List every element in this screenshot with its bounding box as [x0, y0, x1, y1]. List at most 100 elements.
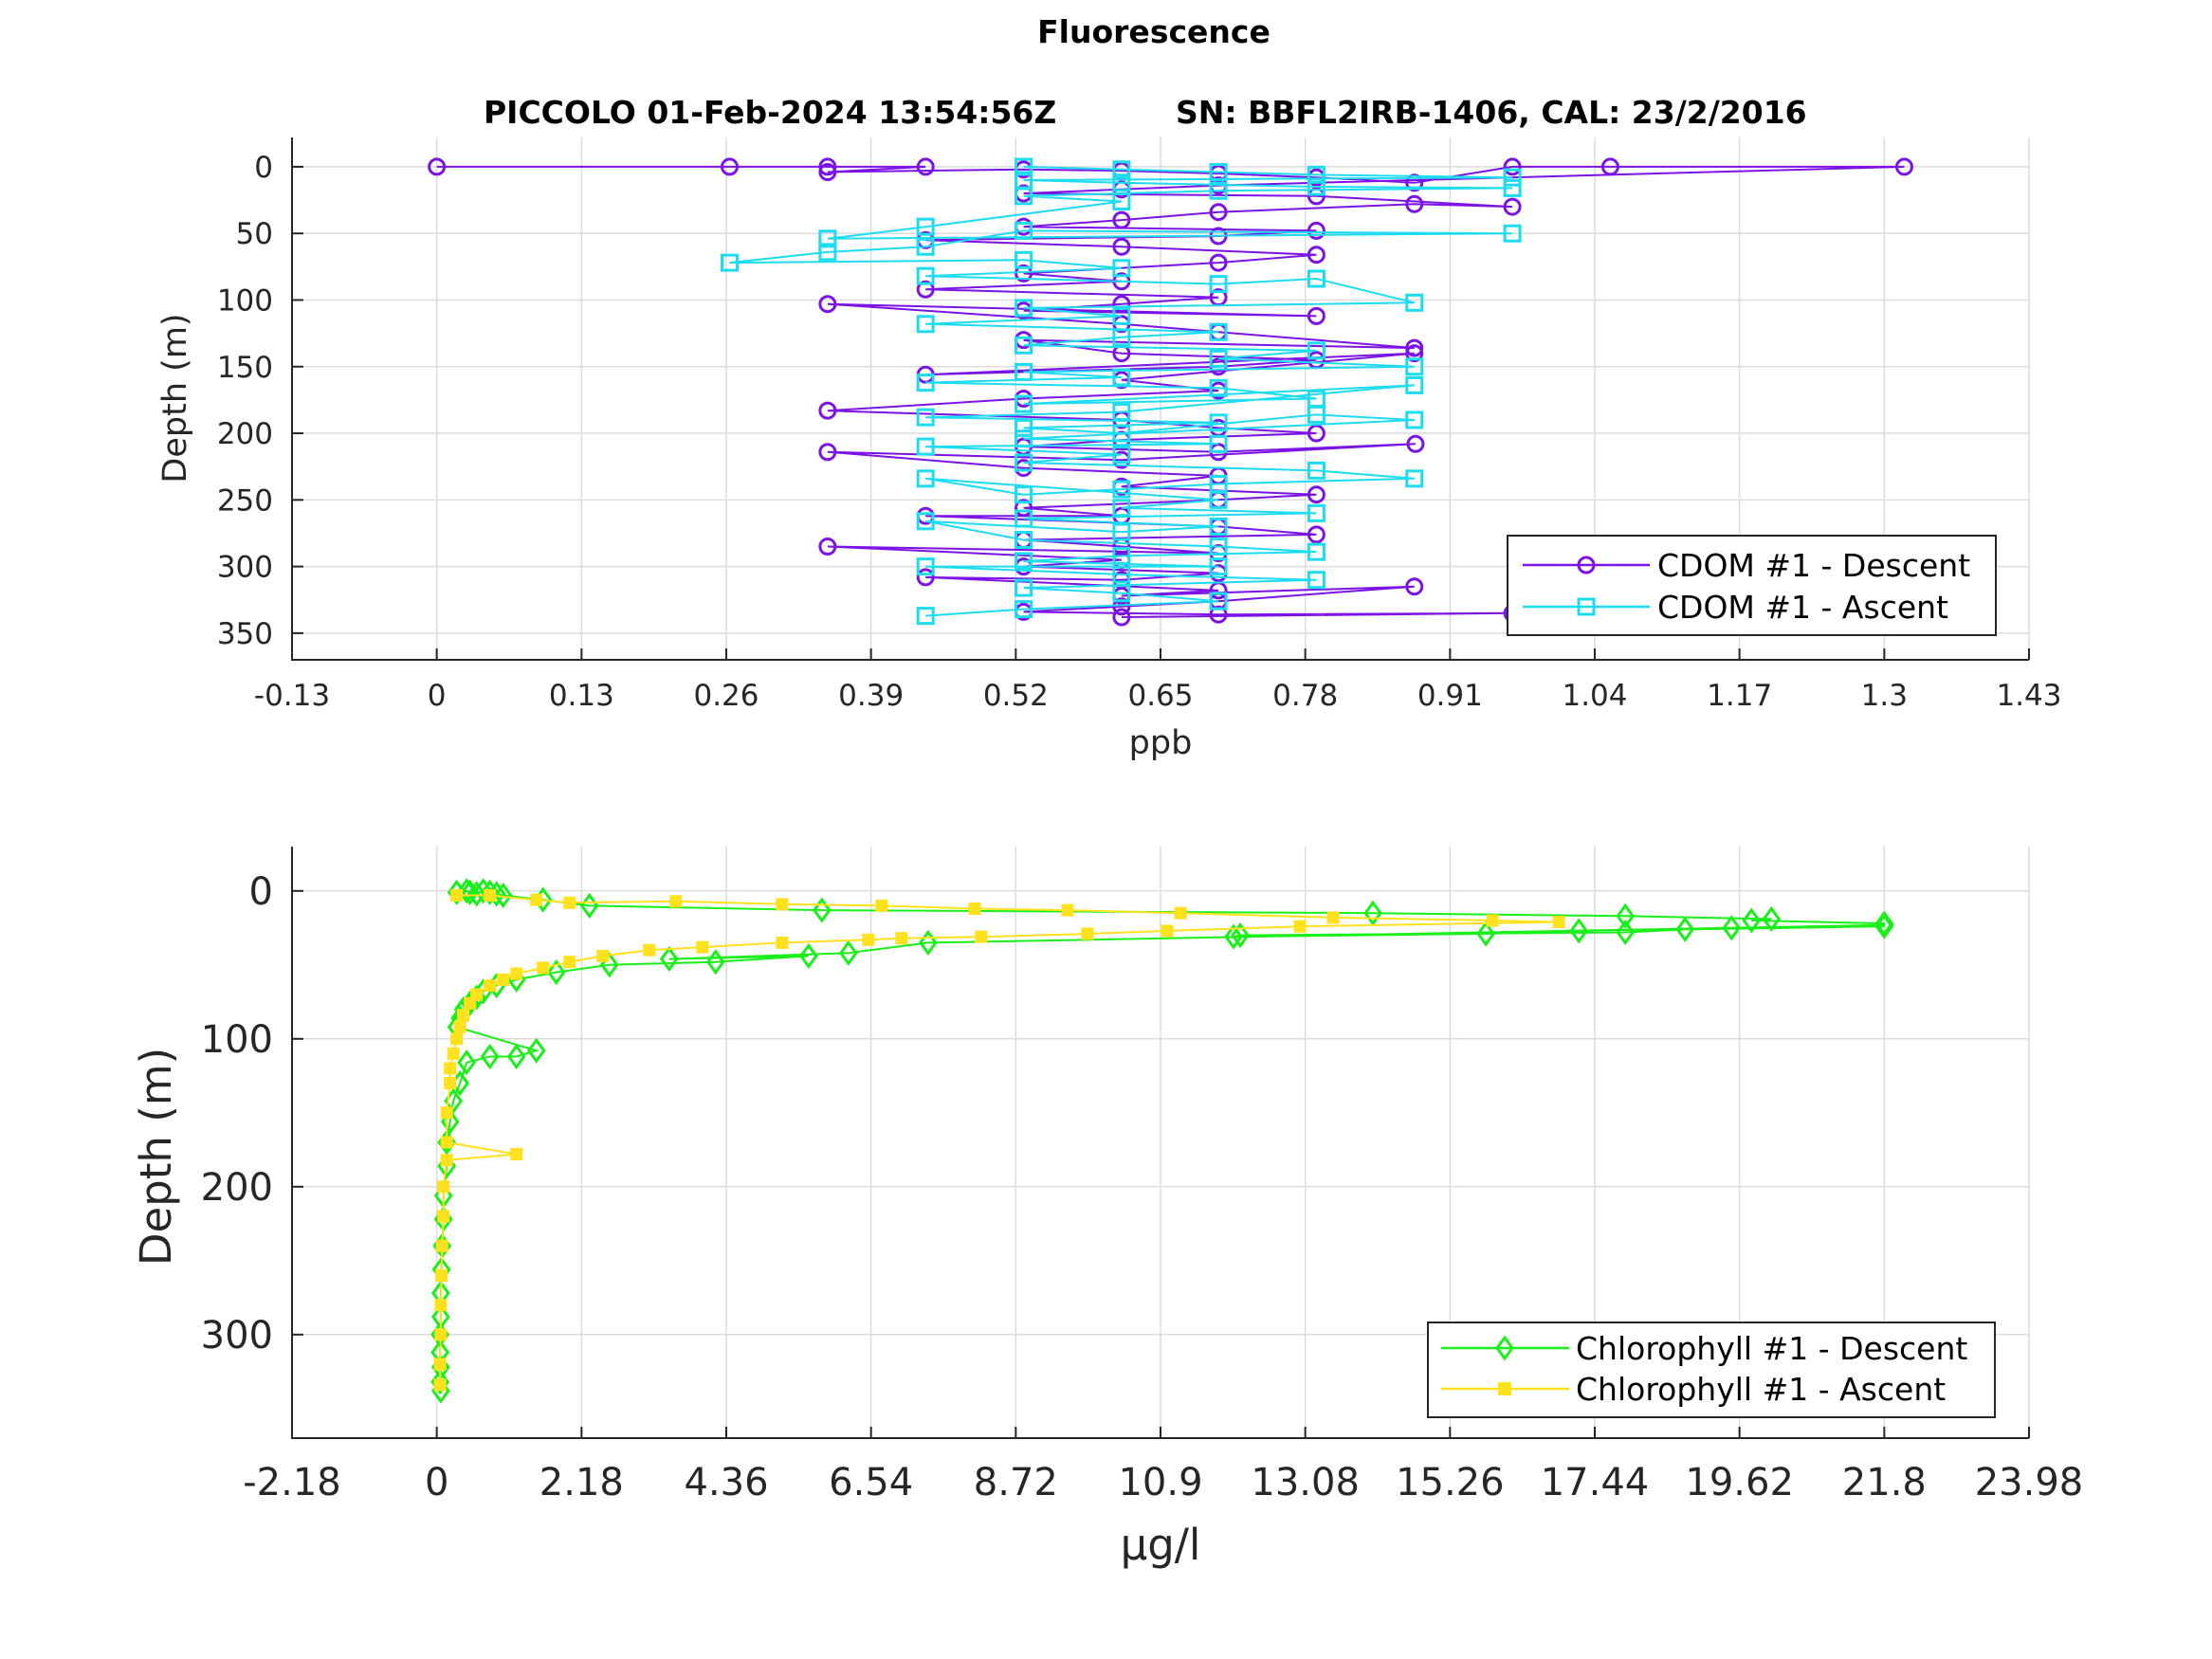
cdom-series-ascent-point	[1209, 490, 1228, 509]
cdom-x-tick-label: 1.3	[1861, 679, 1908, 713]
cdom-series-ascent-point	[1209, 434, 1228, 453]
chlorophyll-x-tick-label: 0	[425, 1461, 448, 1504]
subtitle-left: PICCOLO 01-Feb-2024 13:54:56Z	[484, 94, 1056, 131]
cdom-series-descent-point	[818, 401, 837, 420]
chlorophyll-series-descent-point	[1224, 923, 1243, 950]
chlorophyll-series-ascent-point	[1061, 903, 1074, 917]
chlorophyll-series-ascent-point	[1174, 906, 1187, 920]
cdom-series-ascent-point	[1015, 157, 1033, 176]
cdom-y-tick-label: 150	[217, 351, 273, 385]
chlorophyll-series-descent-point	[1363, 900, 1382, 926]
cdom-series-descent-point	[1405, 173, 1424, 192]
chlorophyll-series-ascent-point	[453, 1020, 466, 1033]
cdom-series-ascent-point	[1209, 517, 1228, 536]
cdom-y-tick-label: 300	[217, 551, 273, 585]
chlorophyll-series-ascent-point	[434, 1299, 448, 1312]
chlorophyll-series-descent-point	[1722, 915, 1742, 941]
chlorophyll-series-ascent-point	[437, 1180, 450, 1194]
chlorophyll-series-ascent-point	[444, 1062, 457, 1075]
chlorophyll-y-tick-label: 200	[201, 1166, 273, 1210]
cdom-series-ascent	[721, 157, 1522, 626]
cdom-series-descent-point	[818, 443, 837, 462]
cdom-x-tick-label: 0.39	[838, 679, 904, 713]
chlorophyll-y-ticks: 0 100 200 300	[201, 870, 303, 1358]
chlorophyll-series-ascent-point	[464, 996, 477, 1010]
chlorophyll-series-ascent-point	[563, 896, 576, 909]
cdom-y-tick-label: 250	[217, 483, 273, 518]
cdom-series-ascent-point	[916, 408, 935, 427]
cdom-series-ascent-point	[916, 469, 935, 488]
cdom-series-ascent-point	[1307, 542, 1325, 561]
cdom-x-tick-label: 0.91	[1417, 679, 1483, 713]
chlorophyll-series-descent-point	[705, 949, 725, 975]
chlorophyll-y-tick-label: 300	[201, 1314, 273, 1358]
cdom-series-ascent-point	[1015, 362, 1033, 381]
cdom-series-ascent-point	[1112, 173, 1131, 192]
cdom-series-ascent-point	[1209, 322, 1228, 341]
chlorophyll-series-descent-point	[1742, 907, 1762, 934]
chlorophyll-legend-descent-label: Chlorophyll #1 - Descent	[1576, 1330, 1967, 1367]
cdom-series-ascent-point	[1307, 461, 1325, 480]
chlorophyll-legend-box	[1427, 1322, 1996, 1418]
chlorophyll-series-ascent-point	[1081, 927, 1094, 940]
cdom-y-tick-label: 0	[254, 151, 273, 185]
chlorophyll-series-ascent-point	[510, 967, 523, 980]
cdom-x-tick-label: 0.13	[549, 679, 614, 713]
cdom-series-ascent-point	[1209, 557, 1228, 576]
cdom-series-ascent-point	[1112, 191, 1131, 210]
cdom-series-descent-point	[818, 157, 837, 176]
chlorophyll-x-tick-label: 6.54	[829, 1461, 913, 1504]
cdom-series-descent-point	[1894, 157, 1913, 176]
cdom-series-ascent-point	[1015, 578, 1033, 597]
cdom-x-tick-label: 0.52	[983, 679, 1049, 713]
cdom-series-ascent-point	[1503, 224, 1522, 243]
cdom-series-ascent-point	[1015, 187, 1033, 206]
cdom-series-ascent-point	[1112, 259, 1131, 278]
cdom-series-ascent-point	[1307, 177, 1325, 196]
chlorophyll-x-tick-label: 2.18	[539, 1461, 624, 1504]
cdom-x-tick-label: 0.26	[693, 679, 759, 713]
chlorophyll-x-tick-label: 8.72	[974, 1461, 1058, 1504]
chlorophyll-series-ascent-point	[776, 898, 789, 911]
cdom-series-ascent-point	[818, 243, 837, 262]
chlorophyll-series-descent-point	[812, 897, 832, 923]
subtitle-right: SN: BBFL2IRB-1406, CAL: 23/2/2016	[1176, 94, 1807, 131]
chlorophyll-series-ascent-point	[596, 949, 610, 962]
cdom-series-descent-point	[1112, 608, 1131, 627]
chlorophyll-series-ascent-point	[433, 1358, 447, 1371]
cdom-series-descent-point	[1405, 338, 1424, 357]
cdom-series-descent-point	[1503, 197, 1522, 216]
cdom-series-ascent-point	[1112, 446, 1131, 465]
cdom-series-ascent-point	[1209, 378, 1228, 397]
cdom-x-axis-label: ppb	[1129, 724, 1193, 762]
cdom-legend-descent-marker	[1577, 556, 1596, 574]
chlorophyll-series-descent-point	[526, 1037, 546, 1064]
chlorophyll-series-descent-point	[1231, 922, 1250, 949]
cdom-y-ticks: 0 50 100 150 200 250 300 350	[217, 151, 303, 651]
chlorophyll-series-descent-point	[546, 959, 566, 986]
cdom-series-descent-point	[818, 163, 837, 182]
cdom-series-ascent-point	[1307, 503, 1325, 522]
cdom-y-tick-label: 100	[217, 283, 273, 318]
chlorophyll-series-ascent-point	[440, 1136, 453, 1149]
chlorophyll-series-ascent-point	[440, 1154, 453, 1167]
cdom-legend-descent-label: CDOM #1 - Descent	[1657, 547, 1970, 584]
cdom-series-ascent-point	[1112, 499, 1131, 518]
chlorophyll-series-descent-point	[1762, 905, 1782, 932]
cdom-series-ascent-point	[1015, 336, 1033, 355]
cdom-series-descent-point	[1112, 210, 1131, 229]
chlorophyll-series-ascent-point	[895, 932, 908, 945]
chlorophyll-series-ascent-point	[862, 933, 875, 946]
chlorophyll-x-tick-label: 21.8	[1842, 1461, 1927, 1504]
cdom-series-ascent-point	[1112, 368, 1131, 387]
cdom-series-descent-point	[1307, 221, 1325, 240]
cdom-series-descent-point	[1307, 306, 1325, 325]
chlorophyll-series-ascent-point	[450, 888, 464, 902]
cdom-x-tick-label: 0.78	[1272, 679, 1338, 713]
cdom-series-ascent-point	[1307, 269, 1325, 288]
cdom-series-ascent-point	[1209, 538, 1228, 556]
cdom-x-ticks: -0.13 0 0.13 0.26 0.39 0.52 0.65 0.78 0.91 1.04 1.…	[254, 648, 2062, 713]
cdom-series-descent-point	[1307, 246, 1325, 264]
cdom-series-ascent-point	[1405, 357, 1424, 376]
